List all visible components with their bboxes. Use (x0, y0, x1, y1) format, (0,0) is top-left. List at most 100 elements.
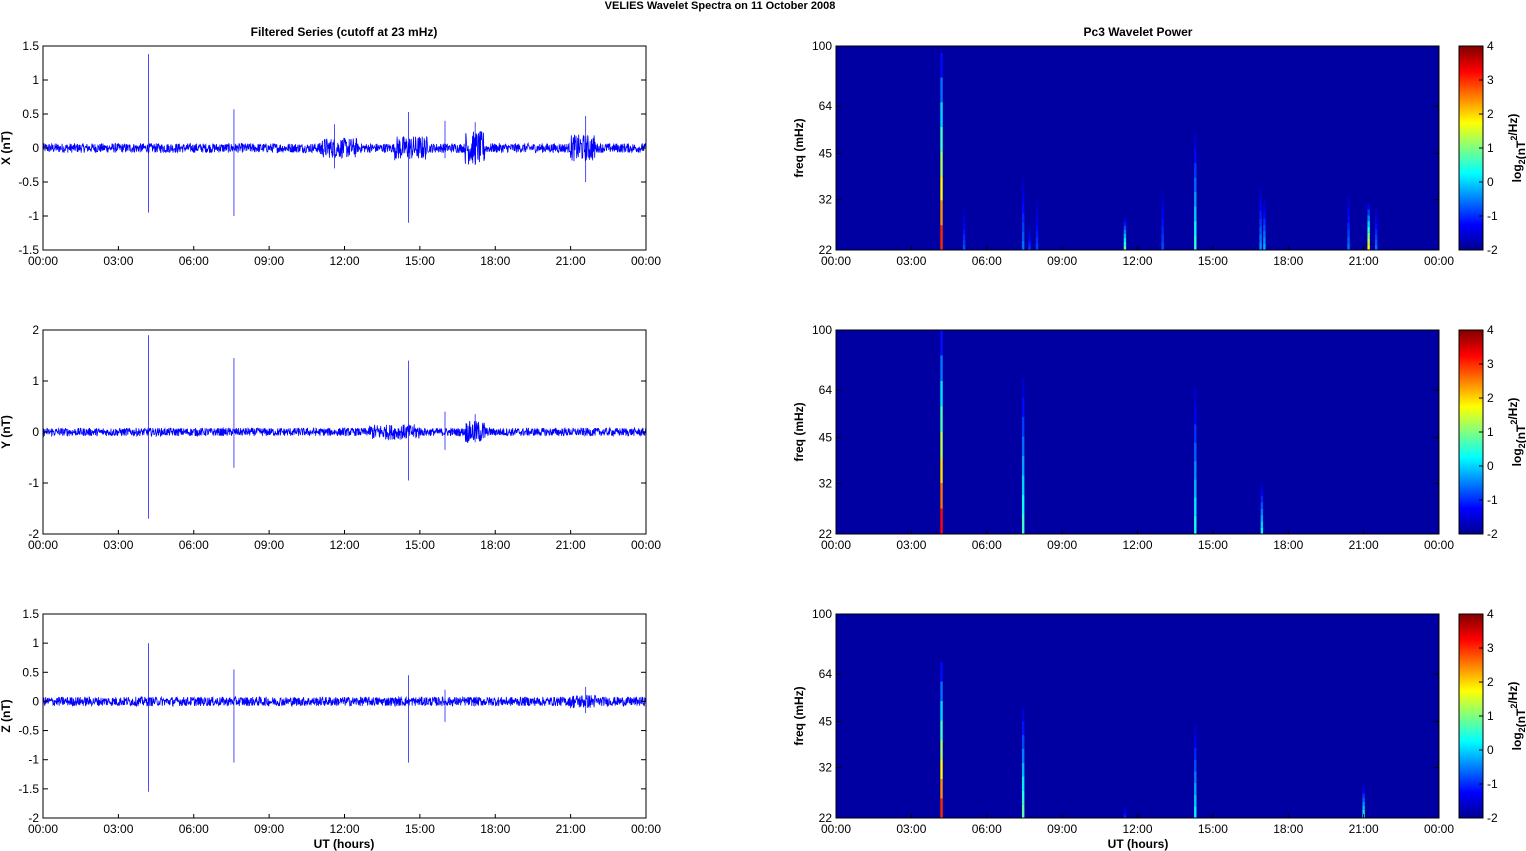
power-streak (1123, 812, 1127, 814)
power-streak (1362, 793, 1365, 798)
power-streak (940, 740, 943, 760)
colorbar-tick-label: 4 (1487, 607, 1494, 621)
colorbar-label-part: /Hz) (1506, 114, 1520, 136)
y-tick-label: -2 (28, 811, 39, 825)
power-streak (940, 151, 943, 177)
power-streak (1194, 177, 1197, 193)
power-streak (1362, 805, 1365, 810)
x-tick-label: 06:00 (972, 822, 1002, 836)
power-streak (1021, 762, 1025, 777)
x-tick-label: 00:00 (28, 254, 58, 268)
x-tick-label: 12:00 (329, 822, 359, 836)
power-streak (1362, 789, 1365, 794)
power-streak (1123, 245, 1127, 250)
y-tick-label: -1.5 (18, 782, 39, 796)
power-streak (1347, 202, 1350, 210)
y-tick-label: 64 (819, 383, 833, 397)
power-streak (1259, 203, 1262, 211)
x-tick-label: 18:00 (480, 822, 510, 836)
y-tick-label: 100 (812, 39, 832, 53)
power-streak (1194, 497, 1197, 516)
power-streak (962, 229, 966, 235)
y-tick-label: 22 (819, 811, 833, 825)
y-tick-label: 22 (819, 243, 833, 257)
x-axis-label-right: UT (hours) (1108, 837, 1169, 851)
power-streak (1194, 388, 1197, 407)
power-streak (1021, 222, 1025, 232)
power-streak (1123, 237, 1127, 242)
colorbar-tick-label: 0 (1487, 459, 1494, 473)
power-streak (1028, 235, 1031, 239)
colorbar-tick-label: 2 (1487, 675, 1494, 689)
power-streak (1194, 479, 1197, 498)
x-tick-label: 18:00 (480, 254, 510, 268)
colorbar-label-part: 2 (1517, 727, 1526, 732)
colorbar-label-part: 2 (1509, 136, 1519, 141)
series-panel-x: 1.510.50-0.5-1-1.500:00 03:00 06:00 09:00 12… (0, 39, 661, 268)
power-streak (1259, 242, 1262, 250)
x-tick-label: 21:00 (1349, 822, 1379, 836)
power-streak (1123, 807, 1127, 810)
x-tick-label: 03:00 (896, 538, 926, 552)
colorbar-tick-label: -2 (1487, 811, 1498, 825)
y-tick-label: -2 (28, 527, 39, 541)
power-streak (1028, 238, 1031, 242)
colorbar-label-part: /Hz) (1506, 682, 1520, 704)
power-streak (1161, 226, 1164, 235)
power-streak (1028, 241, 1031, 245)
power-streak (1362, 809, 1365, 814)
power-streak (1021, 203, 1025, 214)
colorbar-tick-label: 3 (1487, 641, 1494, 655)
power-streak (1367, 203, 1370, 210)
colorbar-tick-label: 1 (1487, 141, 1494, 155)
colorbar-label-part: (nT (1514, 424, 1526, 443)
power-streak (962, 223, 966, 230)
power-streak (1028, 244, 1031, 248)
power-streak (1021, 194, 1025, 204)
x-tick-label: 15:00 (405, 822, 435, 836)
power-streak (1259, 234, 1262, 243)
power-streak (1263, 231, 1266, 238)
power-streak (1367, 226, 1370, 233)
power-streak (1123, 225, 1127, 230)
power-streak (1367, 244, 1370, 250)
y-axis-label: Z (nT) (0, 699, 13, 732)
power-streak (1021, 185, 1025, 195)
power-streak (1259, 226, 1262, 235)
power-streak (1260, 483, 1264, 490)
power-streak (1374, 208, 1378, 214)
power-background (836, 46, 1439, 250)
y-tick-label: 22 (819, 527, 833, 541)
x-tick-label: 12:00 (1122, 538, 1152, 552)
x-tick-label: 21:00 (556, 254, 586, 268)
power-streak (1194, 515, 1197, 534)
power-streak (1028, 247, 1031, 250)
left-column-title: Filtered Series (cutoff at 23 mHz) (251, 25, 438, 39)
power-streak (1123, 815, 1127, 817)
colorbar-tick-label: 3 (1487, 73, 1494, 87)
power-streak (1194, 747, 1197, 760)
colorbar-tick-label: 0 (1487, 175, 1494, 189)
power-streak (940, 798, 943, 818)
power-streak (1161, 210, 1164, 219)
power-streak (1021, 436, 1025, 457)
x-tick-label: 09:00 (254, 822, 284, 836)
power-streak (1035, 243, 1039, 250)
power-streak (1263, 243, 1266, 250)
panels: 1.510.50-0.5-1-1.500:00 03:00 06:00 09:00 12… (0, 39, 1526, 836)
y-tick-label: 45 (819, 431, 833, 445)
y-tick-label: 0.5 (22, 107, 39, 121)
colorbar-tick-label: 2 (1487, 107, 1494, 121)
y-tick-label: -0.5 (18, 724, 39, 738)
colorbar-tick-label: -2 (1487, 243, 1498, 257)
power-streak (1021, 776, 1025, 791)
power-streak (1260, 489, 1264, 497)
x-axis-label-left: UT (hours) (314, 837, 375, 851)
power-streak (1021, 231, 1025, 241)
y-tick-label: 1.5 (22, 39, 39, 53)
x-tick-label: 12:00 (329, 538, 359, 552)
x-tick-label: 15:00 (405, 254, 435, 268)
y-axis-label: freq (mHz) (792, 402, 806, 461)
